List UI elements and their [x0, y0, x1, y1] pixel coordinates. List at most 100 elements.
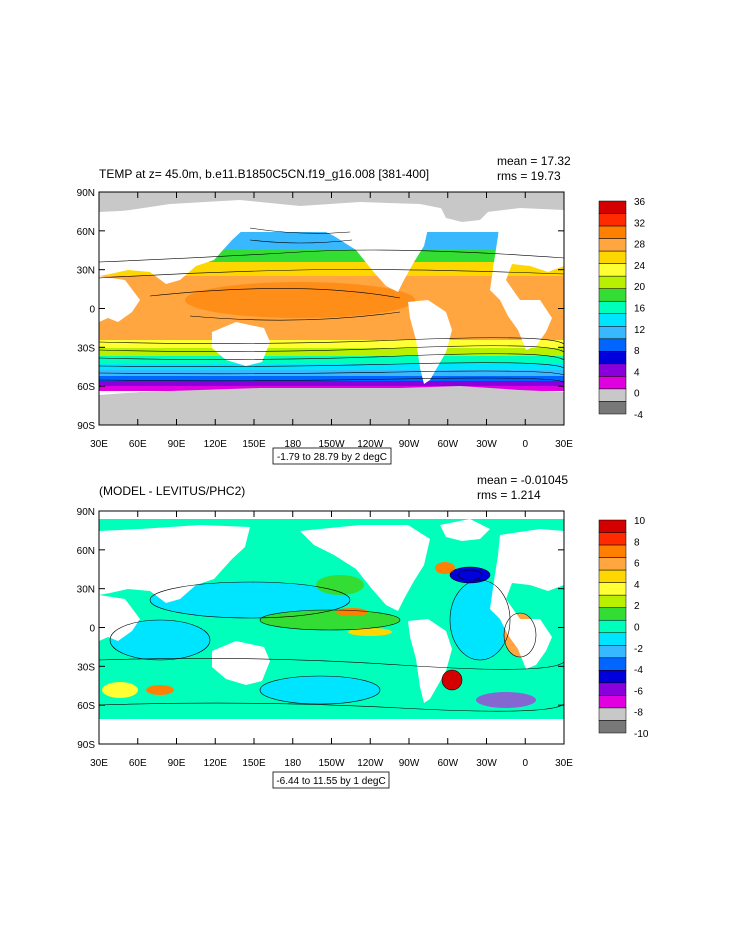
lon-tick-label: 30W: [476, 439, 497, 450]
contour-lines: [99, 227, 564, 383]
colorbar-swatch: [598, 376, 627, 390]
colorbar-label: -2: [634, 644, 643, 655]
colorbar-swatch: [598, 519, 627, 533]
colorbar-swatch: [598, 363, 627, 377]
lon-axis: 30E 60E 90E 120E 150E 180 150W 120W 90W 60W 30W 0 30…: [90, 758, 573, 769]
ocean-band: [99, 364, 564, 370]
lat-tick-label: 30S: [77, 662, 95, 673]
colorbar-label: 28: [634, 240, 646, 251]
ocean-band: [99, 356, 564, 364]
lat-tick-label: 60N: [77, 546, 95, 557]
lon-tick-label: 150W: [318, 439, 345, 450]
panel-1-mean: mean = 17.32: [497, 154, 571, 168]
panel-2-range-label: -6.44 to 11.55 by 1 degC: [276, 776, 385, 787]
lat-tick-label: 90S: [77, 421, 95, 432]
anomaly-patch: [146, 685, 174, 695]
colorbar-label: -4: [634, 665, 643, 676]
anomaly-patch: [102, 682, 138, 698]
lon-tick-label: 120E: [204, 758, 228, 769]
anomaly-patch: [150, 582, 350, 618]
lon-tick-label: 180: [284, 439, 301, 450]
map-2: 90N 60N 30N 0 30S 60S 90S 30E 60E 90E 120E 150E 180…: [77, 507, 574, 769]
anomaly-patch: [260, 676, 380, 704]
colorbar-2: 10 8 6 4 2 0 -2 -4 -6 -8 -10: [598, 516, 649, 740]
anomaly-patch: [348, 628, 392, 636]
colorbar-swatch: [598, 670, 627, 684]
colorbar-label: -6: [634, 686, 643, 697]
range-box: [272, 771, 390, 789]
colorbar-swatch: [598, 569, 627, 583]
anomaly-patch: [260, 610, 400, 630]
anomaly-patch: [316, 575, 364, 595]
colorbar-swatch: [598, 300, 627, 315]
land-greenland: [440, 519, 490, 541]
map-1: 90N 60N 30N 0 30S 60S 90S 30E 60E 90E 120E 150E 180…: [77, 188, 574, 450]
colorbar-swatch: [598, 313, 627, 327]
panel-2-title: (MODEL - LEVITUS/PHC2): [99, 484, 245, 498]
colorbar-swatch: [598, 200, 627, 214]
lat-tick-label: 0: [89, 624, 95, 635]
panel-1: TEMP at z= 45.0m, b.e11.B1850C5CN.f19_g1…: [77, 154, 646, 465]
colorbar-swatch: [598, 607, 627, 621]
lat-axis: 90N 60N 30N 0 30S 60S 90S: [77, 188, 96, 432]
warm-pool: [185, 282, 415, 318]
lon-tick-label: 30W: [476, 758, 497, 769]
anomaly-patch: [435, 562, 455, 574]
lon-tick-label: 150E: [242, 758, 266, 769]
anomaly-patch: [476, 692, 536, 708]
land-africa: [99, 276, 140, 322]
anomaly-patch: [450, 567, 490, 583]
colorbar-swatch: [598, 544, 627, 558]
colorbar-swatch: [598, 657, 627, 671]
colorbar-swatch: [598, 388, 627, 402]
lon-tick-label: 30E: [555, 439, 573, 450]
ocean-band: [99, 348, 564, 356]
range-box: [272, 447, 392, 465]
ocean-band: [99, 381, 564, 386]
colorbar-label: 4: [634, 580, 640, 591]
colorbar-swatch: [598, 263, 627, 277]
lon-tick-label: 180: [284, 758, 301, 769]
colorbar-label: 24: [634, 261, 646, 272]
ocean-band: [99, 376, 564, 381]
lon-tick-label: 120W: [357, 758, 384, 769]
lon-tick-label: 90W: [399, 439, 420, 450]
lat-tick-label: 0: [89, 305, 95, 316]
colorbar-1: 36 32 28 24 20 16 12 8 4 0 -4: [598, 197, 646, 421]
lon-tick-label: 0: [522, 758, 528, 769]
lon-tick-label: 90W: [399, 758, 420, 769]
lat-tick-label: 60S: [77, 701, 95, 712]
colorbar-label: 0: [634, 623, 640, 634]
land-eurasia: [99, 525, 250, 603]
land-north-america: [300, 525, 430, 611]
colorbar-swatch: [598, 213, 627, 227]
sea-ice-south: [99, 386, 564, 425]
lat-tick-label: 90N: [77, 188, 95, 199]
colorbar-swatch: [598, 225, 627, 239]
colorbar-label: 4: [634, 367, 640, 378]
contour-lines: [99, 566, 564, 712]
colorbar-label: 16: [634, 304, 646, 315]
colorbar-label: 36: [634, 197, 646, 208]
lon-tick-label: 90E: [168, 439, 186, 450]
colorbar-label: -8: [634, 708, 643, 719]
panel-1-title: TEMP at z= 45.0m, b.e11.B1850C5CN.f19_g1…: [99, 167, 429, 181]
colorbar-swatch: [598, 250, 627, 264]
colorbar-swatch: [598, 238, 627, 252]
land-south-america: [408, 300, 452, 384]
land-australia: [212, 322, 270, 366]
lon-tick-label: 90E: [168, 758, 186, 769]
panel-2-mean: mean = -0.01045: [477, 473, 568, 487]
lat-tick-label: 60N: [77, 227, 95, 238]
colorbar-label: 8: [634, 346, 640, 357]
lon-tick-label: 30E: [555, 758, 573, 769]
colorbar-swatch: [598, 682, 627, 696]
colorbar-label: -10: [634, 729, 649, 740]
panel-1-rms: rms = 19.73: [497, 169, 561, 183]
land-eurasia: [99, 206, 250, 284]
colorbar-swatch: [598, 582, 627, 596]
anomaly-patch: [442, 670, 462, 690]
lon-tick-label: 60W: [437, 439, 458, 450]
colorbar-swatch: [598, 326, 627, 340]
